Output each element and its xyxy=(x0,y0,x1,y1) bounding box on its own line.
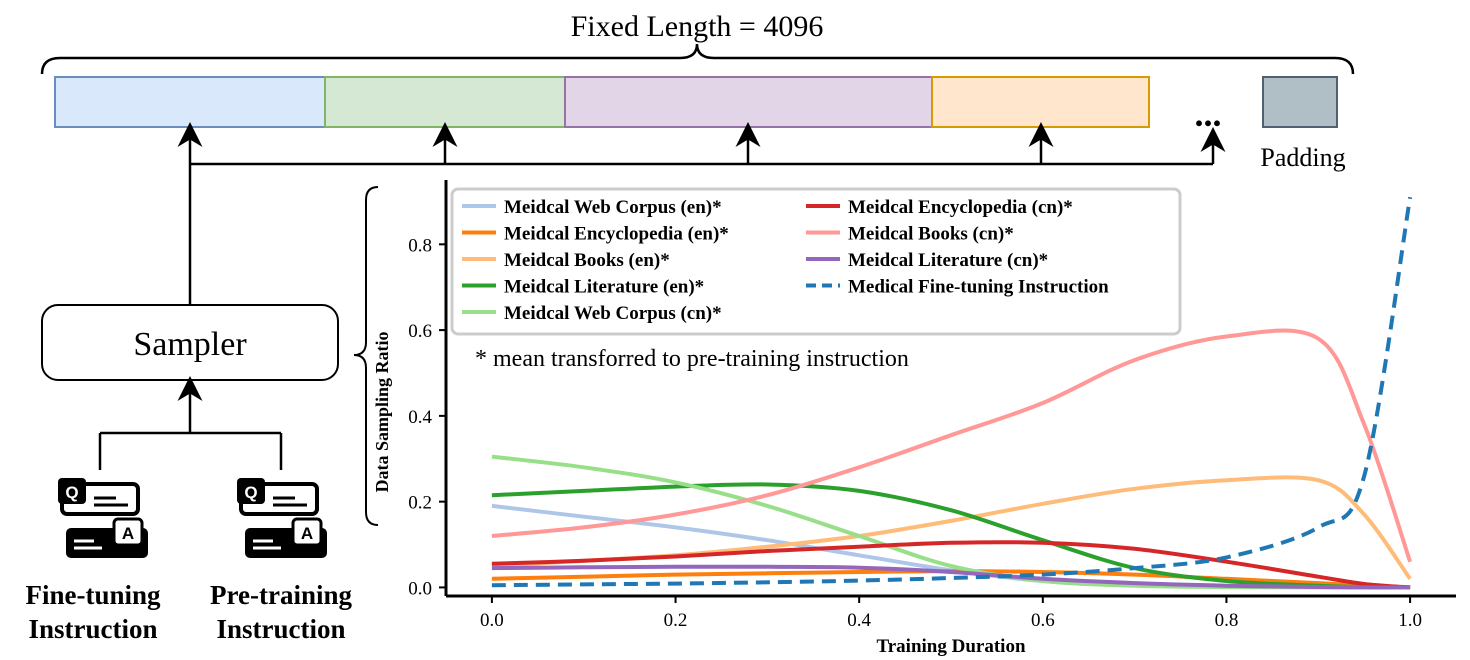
legend-label: Meidcal Encyclopedia (cn)* xyxy=(848,197,1073,218)
source-label-pre-training-line2: Instruction xyxy=(216,614,345,644)
sampler-label: Sampler xyxy=(133,326,247,363)
chart-legend: Meidcal Web Corpus (en)* Meidcal Encyclop… xyxy=(450,187,1182,336)
segment-1 xyxy=(54,76,326,128)
legend-label: Meidcal Web Corpus (en)* xyxy=(504,197,722,218)
svg-text:Q: Q xyxy=(65,483,78,502)
fixed-length-title: Fixed Length = 4096 xyxy=(571,10,824,43)
segment-3 xyxy=(564,76,933,128)
series-line-2 xyxy=(491,475,1412,580)
chart-annotation: * mean transforred to pre-training instr… xyxy=(475,346,909,372)
legend-frame xyxy=(450,187,1182,336)
top-brace xyxy=(40,43,1355,75)
qa-card-icon: Q A xyxy=(237,478,327,558)
y-tick-label: 0.2 xyxy=(408,493,432,514)
series-layer xyxy=(491,196,1413,590)
svg-text:Q: Q xyxy=(244,483,257,502)
legend-label: Meidcal Books (cn)* xyxy=(848,224,1014,245)
x-tick-label: 1.0 xyxy=(1398,610,1422,631)
legend-label: Meidcal Books (en)* xyxy=(504,250,670,271)
qa-card-icon: Q A xyxy=(58,478,148,558)
padding-label: Padding xyxy=(1260,143,1345,172)
x-tick-label: 0.2 xyxy=(664,610,688,631)
sampler-inputs xyxy=(98,376,283,470)
x-tick-label: 0.6 xyxy=(1031,610,1055,631)
y-axis-label: Data Sampling Ratio xyxy=(372,331,392,492)
y-tick-label: 0.0 xyxy=(408,578,432,599)
segment-2 xyxy=(324,76,566,128)
legend-label: Meidcal Literature (cn)* xyxy=(848,250,1048,271)
ellipsis-dots: ... xyxy=(1195,94,1222,134)
y-tick-label: 0.8 xyxy=(408,235,432,256)
y-tick-label: 0.6 xyxy=(408,321,432,342)
x-axis-label: Training Duration xyxy=(876,636,1025,657)
y-tick-label: 0.4 xyxy=(408,407,432,428)
svg-text:A: A xyxy=(122,524,134,543)
legend-label: Medical Fine-tuning Instruction xyxy=(848,277,1109,298)
x-ticks: 0.0 0.2 0.4 0.6 0.8 1.0 xyxy=(480,596,1422,631)
series-line-7 xyxy=(491,564,1411,590)
x-tick-label: 0.0 xyxy=(480,610,504,631)
chart-brace xyxy=(353,186,379,526)
sequence-bar xyxy=(54,76,1150,128)
sampling-ratio-chart: 0.0 0.2 0.4 0.6 0.8 1.0 0.0 0.2 0.4 0.6 0.8 Train… xyxy=(372,180,1456,657)
x-tick-label: 0.8 xyxy=(1215,610,1239,631)
legend-label: Meidcal Literature (en)* xyxy=(504,277,704,298)
series-line-5 xyxy=(491,540,1411,590)
padding-box xyxy=(1262,76,1338,128)
series-line-8 xyxy=(491,196,1413,588)
x-tick-label: 0.4 xyxy=(847,610,871,631)
source-label-fine-tuning-line1: Fine-tuning xyxy=(25,580,161,610)
svg-text:A: A xyxy=(301,524,313,543)
series-line-6 xyxy=(491,328,1412,563)
y-ticks: 0.0 0.2 0.4 0.6 0.8 xyxy=(408,235,446,599)
legend-label: Meidcal Encyclopedia (en)* xyxy=(504,224,729,245)
source-label-pre-training-line1: Pre-training xyxy=(210,580,352,610)
legend-label: Meidcal Web Corpus (cn)* xyxy=(504,303,722,324)
source-label-fine-tuning-line2: Instruction xyxy=(28,614,157,644)
distribution-arrows xyxy=(177,122,1226,305)
segment-4 xyxy=(931,76,1150,128)
